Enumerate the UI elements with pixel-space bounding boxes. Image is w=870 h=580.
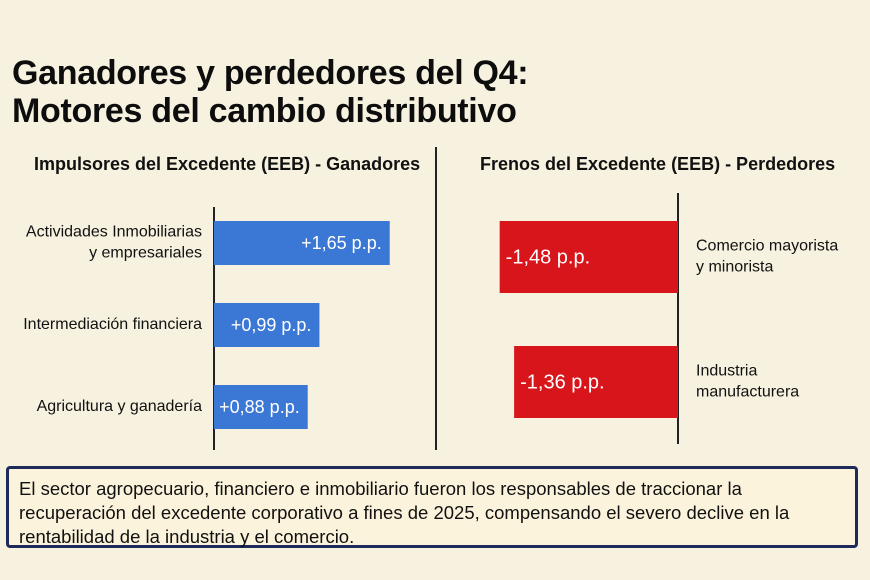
winners-panel-title: Impulsores del Excedente (EEB) - Ganador… bbox=[34, 154, 421, 174]
summary-note: El sector agropecuario, financiero e inm… bbox=[6, 466, 858, 548]
winner-bar bbox=[214, 303, 320, 347]
winner-category-label: y empresariales bbox=[89, 245, 202, 262]
winner-category-label: Intermediación financiera bbox=[23, 316, 202, 333]
title-line-1: Ganadores y perdedores del Q4: bbox=[12, 54, 529, 92]
loser-category-label: manufacturera bbox=[696, 384, 799, 401]
loser-bar bbox=[514, 346, 678, 418]
loser-category-label: y minorista bbox=[696, 259, 773, 276]
winner-bar bbox=[214, 221, 390, 265]
winner-value-label: +0,99 p.p. bbox=[231, 315, 312, 335]
winner-category-label: Actividades Inmobiliarias bbox=[26, 224, 202, 241]
page-title: Ganadores y perdedores del Q4: Motores d… bbox=[12, 54, 529, 130]
title-line-2: Motores del cambio distributivo bbox=[12, 92, 517, 130]
winner-value-label: +1,65 p.p. bbox=[301, 233, 382, 253]
winner-bar bbox=[214, 385, 308, 429]
loser-category-label: Industria bbox=[696, 363, 757, 380]
panel-divider bbox=[435, 147, 437, 450]
loser-bar bbox=[499, 221, 678, 293]
loser-category-label: Comercio mayorista bbox=[696, 238, 838, 255]
loser-value-label: -1,36 p.p. bbox=[520, 371, 605, 393]
loser-value-label: -1,48 p.p. bbox=[506, 246, 591, 268]
winner-value-label: +0,88 p.p. bbox=[219, 397, 300, 417]
winner-category-label: Agricultura y ganadería bbox=[37, 398, 203, 415]
losers-panel-title: Frenos del Excedente (EEB) - Perdedores bbox=[480, 154, 836, 174]
